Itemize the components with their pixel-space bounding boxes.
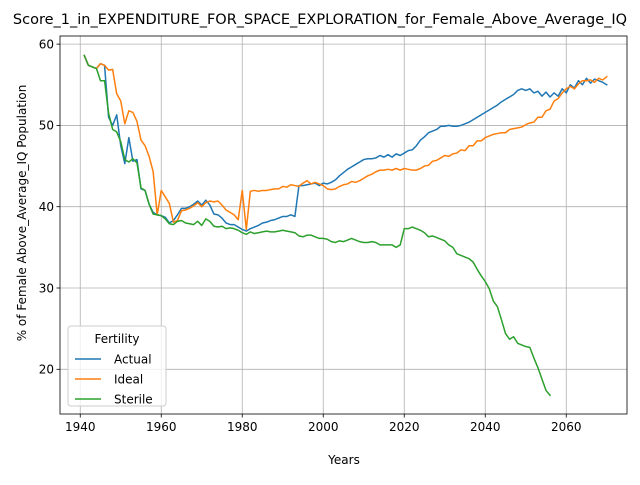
chart-title: Score_1_in_EXPENDITURE_FOR_SPACE_EXPLORA… <box>13 12 627 28</box>
x-tick-label-1940: 1940 <box>65 420 96 434</box>
x-axis-label: Years <box>327 453 360 467</box>
x-tick-label-1980: 1980 <box>227 420 258 434</box>
y-tick-label-30: 30 <box>39 281 54 295</box>
x-tick-label-1960: 1960 <box>146 420 177 434</box>
y-tick-label-50: 50 <box>39 119 54 133</box>
legend: Fertility Actual Ideal Sterile <box>67 325 167 407</box>
axes-frame <box>59 35 628 415</box>
legend-label-actual: Actual <box>114 352 152 366</box>
plot-area: 1940 1960 1980 2000 2020 2040 2060 20 30 40 50 60 <box>39 35 628 434</box>
y-tick-label-20: 20 <box>39 363 54 377</box>
x-tick-label-2040: 2040 <box>470 420 501 434</box>
legend-box <box>67 325 167 407</box>
y-tick-label-60: 60 <box>39 37 54 51</box>
x-tick-label-2060: 2060 <box>551 420 582 434</box>
legend-label-ideal: Ideal <box>114 372 143 386</box>
x-tick-label-2020: 2020 <box>389 420 420 434</box>
x-tick-label-2000: 2000 <box>308 420 339 434</box>
legend-title: Fertility <box>94 332 139 346</box>
legend-label-sterile: Sterile <box>114 392 153 406</box>
y-tick-label-40: 40 <box>39 200 54 214</box>
series-line-actual <box>83 54 608 232</box>
series-line-sterile <box>83 54 552 397</box>
y-axis-label: % of Female Above_Average_IQ Population <box>15 85 29 342</box>
series-line-ideal <box>83 54 608 231</box>
